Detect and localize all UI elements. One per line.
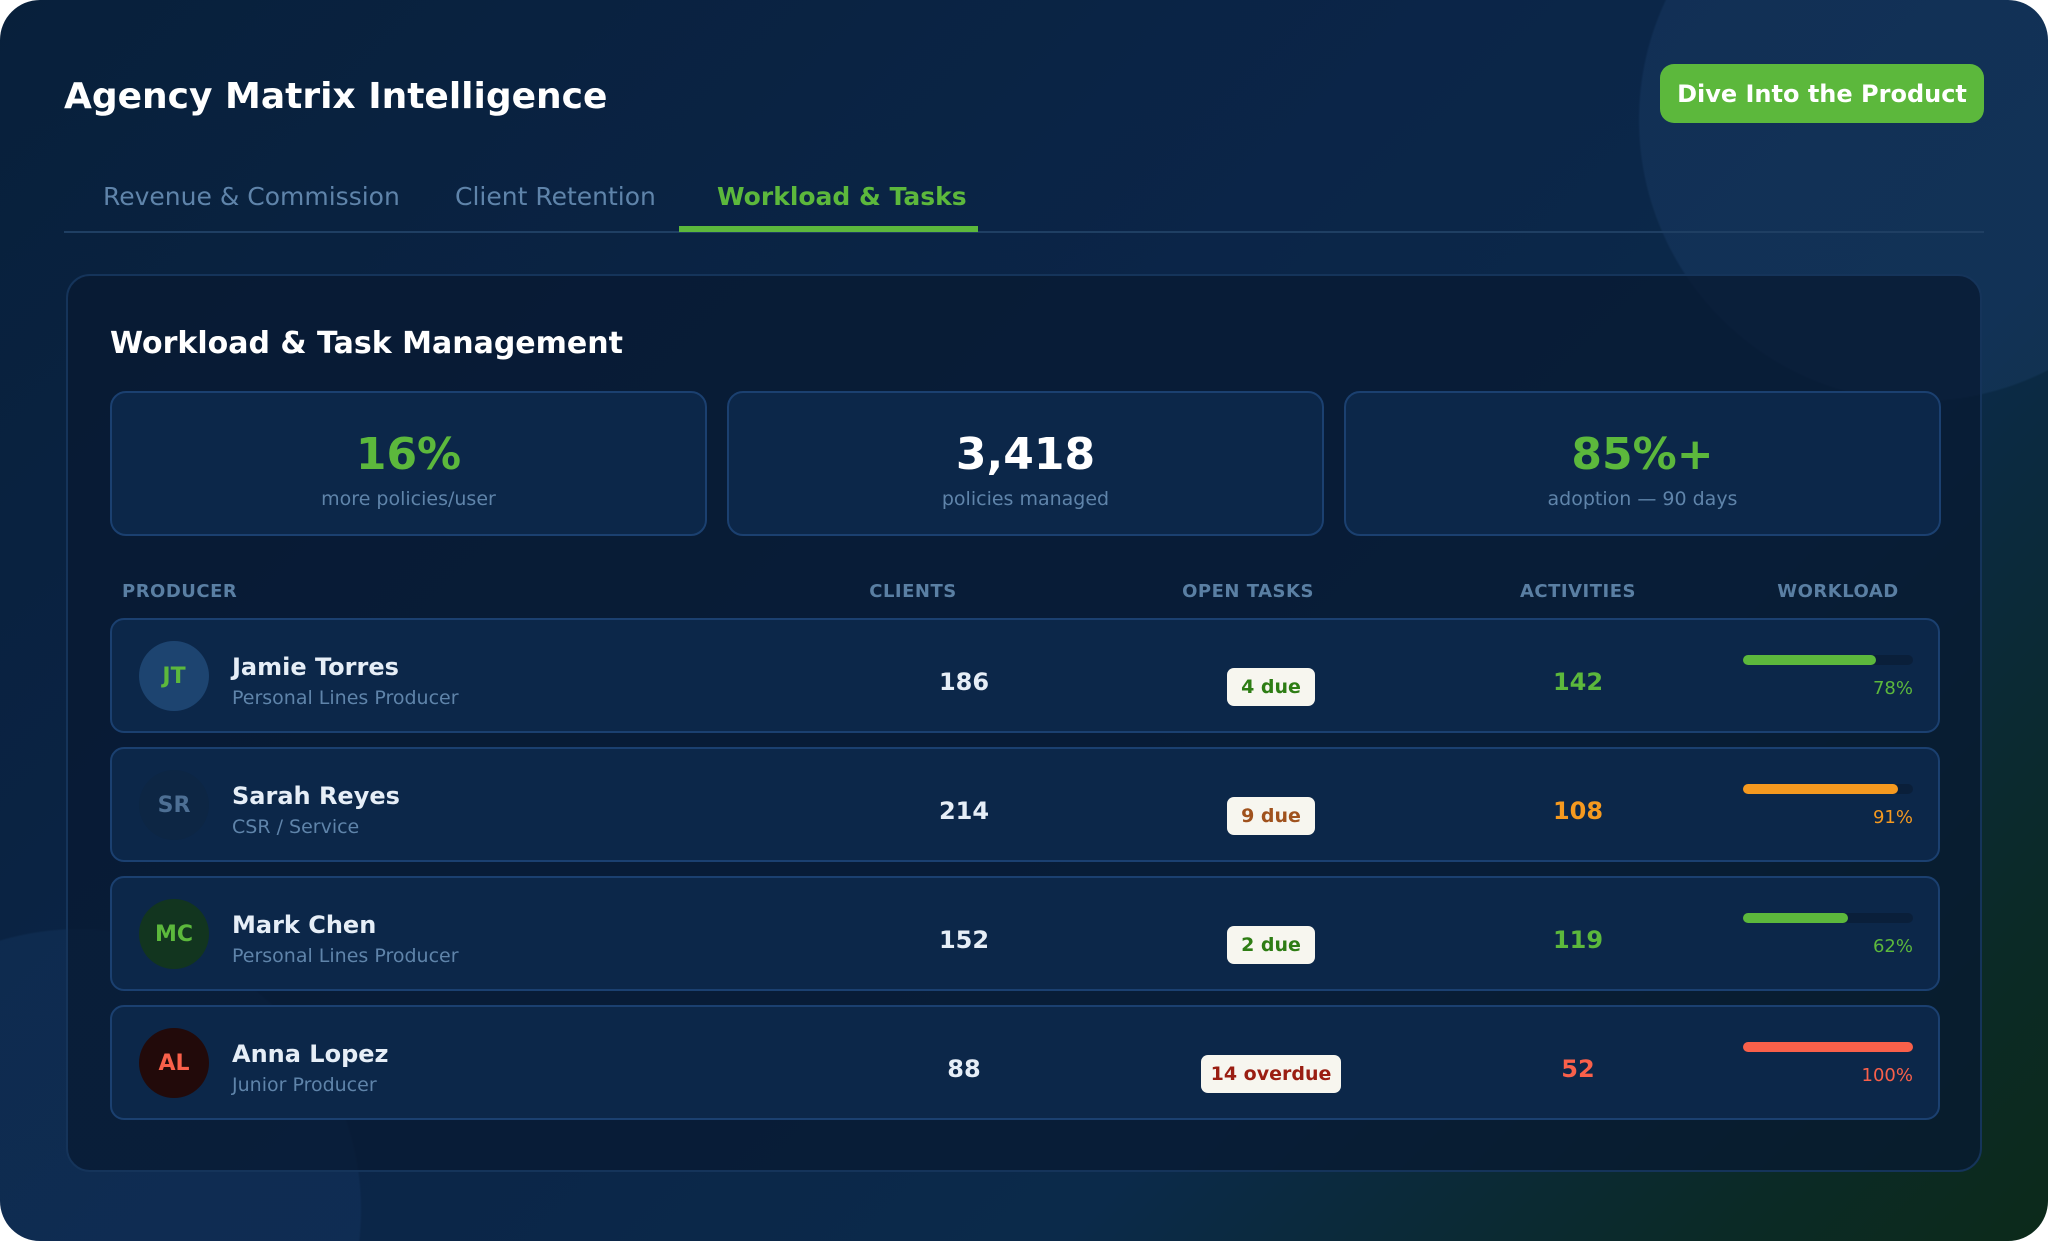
clients-count: 88 bbox=[947, 1055, 981, 1083]
avatar: AL bbox=[139, 1028, 209, 1098]
column-header-activities: ACTIVITIES bbox=[1520, 581, 1636, 602]
activities-count: 108 bbox=[1552, 797, 1604, 825]
open-tasks-badge: 4 due bbox=[1227, 668, 1315, 706]
stat-value: 3,418 bbox=[955, 429, 1096, 480]
workload-percent: 62% bbox=[1872, 936, 1913, 957]
panel-title: Workload & Task Management bbox=[110, 326, 623, 361]
stat-label: more policies/user bbox=[321, 488, 496, 510]
workload-percent: 100% bbox=[1861, 1065, 1913, 1086]
column-header-open-tasks: OPEN TASKS bbox=[1182, 581, 1314, 602]
table-row[interactable]: JT Jamie Torres Personal Lines Producer … bbox=[110, 618, 1940, 733]
avatar: MC bbox=[139, 899, 209, 969]
avatar: SR bbox=[139, 770, 209, 840]
workload-bar-fill bbox=[1743, 784, 1898, 794]
stat-card: 16% more policies/user bbox=[110, 391, 707, 536]
clients-count: 186 bbox=[938, 668, 990, 696]
stat-value: 16% bbox=[355, 429, 462, 480]
avatar: JT bbox=[139, 641, 209, 711]
column-header-clients: CLIENTS bbox=[869, 581, 957, 602]
stat-value: 85%+ bbox=[1571, 429, 1714, 480]
activities-count: 119 bbox=[1552, 926, 1604, 954]
workload-bar-fill bbox=[1743, 913, 1849, 923]
activities-count: 142 bbox=[1552, 668, 1604, 696]
open-tasks-badge: 9 due bbox=[1227, 797, 1315, 835]
dive-into-product-button[interactable]: Dive Into the Product bbox=[1660, 64, 1984, 123]
workload-bar bbox=[1743, 784, 1913, 794]
open-tasks-badge: 2 due bbox=[1227, 926, 1315, 964]
column-header-workload: WORKLOAD bbox=[1777, 581, 1899, 602]
producer-role: Personal Lines Producer bbox=[232, 945, 459, 967]
column-header-producer: PRODUCER bbox=[122, 581, 238, 602]
producer-name: Sarah Reyes bbox=[232, 782, 400, 810]
active-tab-indicator bbox=[679, 226, 978, 232]
table-row[interactable]: MC Mark Chen Personal Lines Producer 152… bbox=[110, 876, 1940, 991]
stat-label: adoption — 90 days bbox=[1547, 488, 1738, 510]
tab-client-retention[interactable]: Client Retention bbox=[455, 182, 656, 211]
workload-bar-fill bbox=[1743, 655, 1876, 665]
table-row[interactable]: SR Sarah Reyes CSR / Service 214 9 due 1… bbox=[110, 747, 1940, 862]
stat-card: 3,418 policies managed bbox=[727, 391, 1324, 536]
tab-bar: Revenue & Commission Client Retention Wo… bbox=[64, 170, 1984, 233]
stat-label: policies managed bbox=[941, 488, 1110, 510]
producer-role: Junior Producer bbox=[232, 1074, 377, 1096]
stat-card: 85%+ adoption — 90 days bbox=[1344, 391, 1941, 536]
workload-panel: Workload & Task Management 16% more polic… bbox=[66, 274, 1982, 1172]
activities-count: 52 bbox=[1561, 1055, 1595, 1083]
workload-bar bbox=[1743, 655, 1913, 665]
producer-name: Anna Lopez bbox=[232, 1040, 389, 1068]
open-tasks-badge: 14 overdue bbox=[1201, 1055, 1341, 1093]
tab-workload-tasks[interactable]: Workload & Tasks bbox=[717, 182, 967, 211]
clients-count: 152 bbox=[938, 926, 990, 954]
table-row[interactable]: AL Anna Lopez Junior Producer 88 14 over… bbox=[110, 1005, 1940, 1120]
producer-name: Mark Chen bbox=[232, 911, 377, 939]
workload-percent: 91% bbox=[1872, 807, 1913, 828]
workload-bar bbox=[1743, 913, 1913, 923]
producer-role: CSR / Service bbox=[232, 816, 360, 838]
app-title: Agency Matrix Intelligence bbox=[64, 76, 608, 117]
producer-name: Jamie Torres bbox=[232, 653, 399, 681]
clients-count: 214 bbox=[938, 797, 990, 825]
workload-percent: 78% bbox=[1872, 678, 1913, 699]
workload-bar-fill bbox=[1743, 1042, 1913, 1052]
producer-role: Personal Lines Producer bbox=[232, 687, 459, 709]
tab-revenue-commission[interactable]: Revenue & Commission bbox=[103, 182, 400, 211]
workload-bar bbox=[1743, 1042, 1913, 1052]
